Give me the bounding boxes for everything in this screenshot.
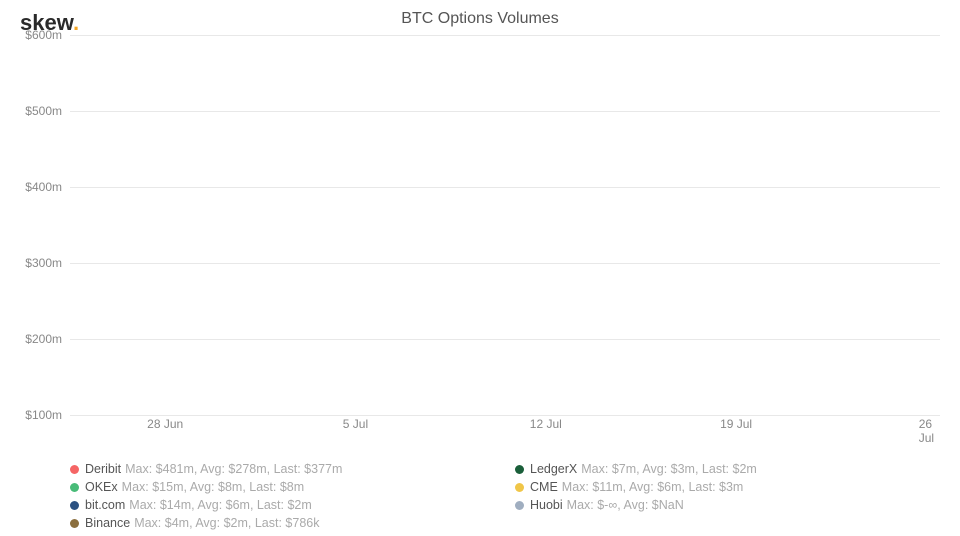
legend-item-binance[interactable]: Binance Max: $4m, Avg: $2m, Last: $786k xyxy=(70,516,495,530)
legend-item-cme[interactable]: CME Max: $11m, Avg: $6m, Last: $3m xyxy=(515,480,940,494)
logo-dot: . xyxy=(73,10,79,35)
legend-series-name: LedgerX xyxy=(530,462,577,476)
y-axis-label: $100m xyxy=(25,408,62,422)
legend-swatch-icon xyxy=(515,465,524,474)
y-axis-label: $400m xyxy=(25,180,62,194)
legend-series-stats: Max: $15m, Avg: $8m, Last: $8m xyxy=(122,480,305,494)
y-axis: $100m$200m$300m$400m$500m$600m xyxy=(0,35,70,431)
legend-series-stats: Max: $14m, Avg: $6m, Last: $2m xyxy=(129,498,312,512)
legend-series-stats: Max: $11m, Avg: $6m, Last: $3m xyxy=(562,480,744,494)
legend-swatch-icon xyxy=(70,465,79,474)
legend-item-bitcom[interactable]: bit.com Max: $14m, Avg: $6m, Last: $2m xyxy=(70,498,495,512)
chart-title: BTC Options Volumes xyxy=(0,0,960,28)
legend-item-deribit[interactable]: Deribit Max: $481m, Avg: $278m, Last: $37… xyxy=(70,462,495,476)
legend-swatch-icon xyxy=(515,501,524,510)
legend-series-name: Deribit xyxy=(85,462,121,476)
y-axis-label: $600m xyxy=(25,28,62,42)
x-axis-label: 5 Jul xyxy=(343,417,368,431)
legend-swatch-icon xyxy=(70,519,79,528)
x-axis-label: 12 Jul xyxy=(530,417,562,431)
legend-series-stats: Max: $481m, Avg: $278m, Last: $377m xyxy=(125,462,342,476)
y-axis-label: $200m xyxy=(25,332,62,346)
legend-series-name: OKEx xyxy=(85,480,118,494)
legend-item-ledgerx[interactable]: LedgerX Max: $7m, Avg: $3m, Last: $2m xyxy=(515,462,940,476)
legend-series-stats: Max: $-∞, Avg: $NaN xyxy=(567,498,684,512)
x-axis: 28 Jun5 Jul12 Jul19 Jul26 Jul xyxy=(70,415,940,431)
x-axis-label: 26 Jul xyxy=(919,417,934,445)
legend-swatch-icon xyxy=(515,483,524,492)
legend: Deribit Max: $481m, Avg: $278m, Last: $37… xyxy=(70,462,940,530)
bars-group xyxy=(70,35,940,415)
legend-item-okex[interactable]: OKEx Max: $15m, Avg: $8m, Last: $8m xyxy=(70,480,495,494)
x-axis-label: 19 Jul xyxy=(720,417,752,431)
y-axis-label: $300m xyxy=(25,256,62,270)
legend-series-stats: Max: $4m, Avg: $2m, Last: $786k xyxy=(134,516,319,530)
legend-swatch-icon xyxy=(70,501,79,510)
legend-swatch-icon xyxy=(70,483,79,492)
chart-container: skew. BTC Options Volumes $100m$200m$300… xyxy=(0,0,960,536)
legend-series-name: CME xyxy=(530,480,558,494)
legend-series-name: bit.com xyxy=(85,498,125,512)
legend-item-huobi[interactable]: Huobi Max: $-∞, Avg: $NaN xyxy=(515,498,940,512)
legend-series-name: Huobi xyxy=(530,498,563,512)
y-axis-label: $500m xyxy=(25,104,62,118)
legend-series-stats: Max: $7m, Avg: $3m, Last: $2m xyxy=(581,462,757,476)
x-axis-label: 28 Jun xyxy=(147,417,183,431)
chart-plot-area: 28 Jun5 Jul12 Jul19 Jul26 Jul xyxy=(70,35,940,431)
legend-series-name: Binance xyxy=(85,516,130,530)
